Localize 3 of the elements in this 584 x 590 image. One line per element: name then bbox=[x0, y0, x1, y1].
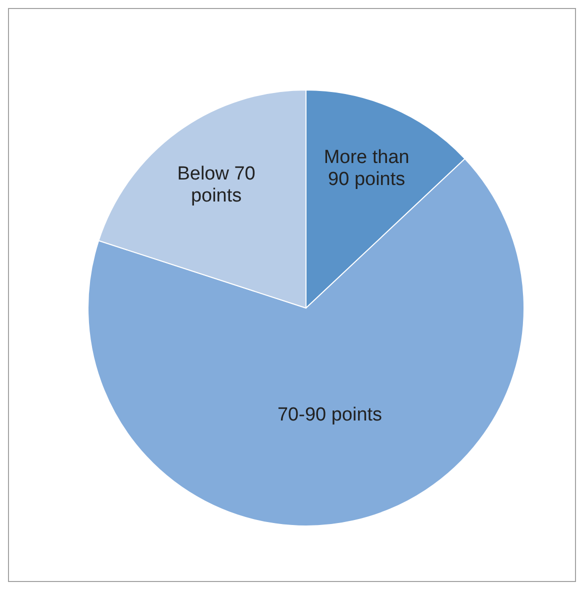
slice-label: Below 70 points bbox=[177, 163, 256, 206]
slice-label: More than 90 points bbox=[324, 146, 410, 190]
slice-label: 70-90 points bbox=[277, 404, 382, 425]
